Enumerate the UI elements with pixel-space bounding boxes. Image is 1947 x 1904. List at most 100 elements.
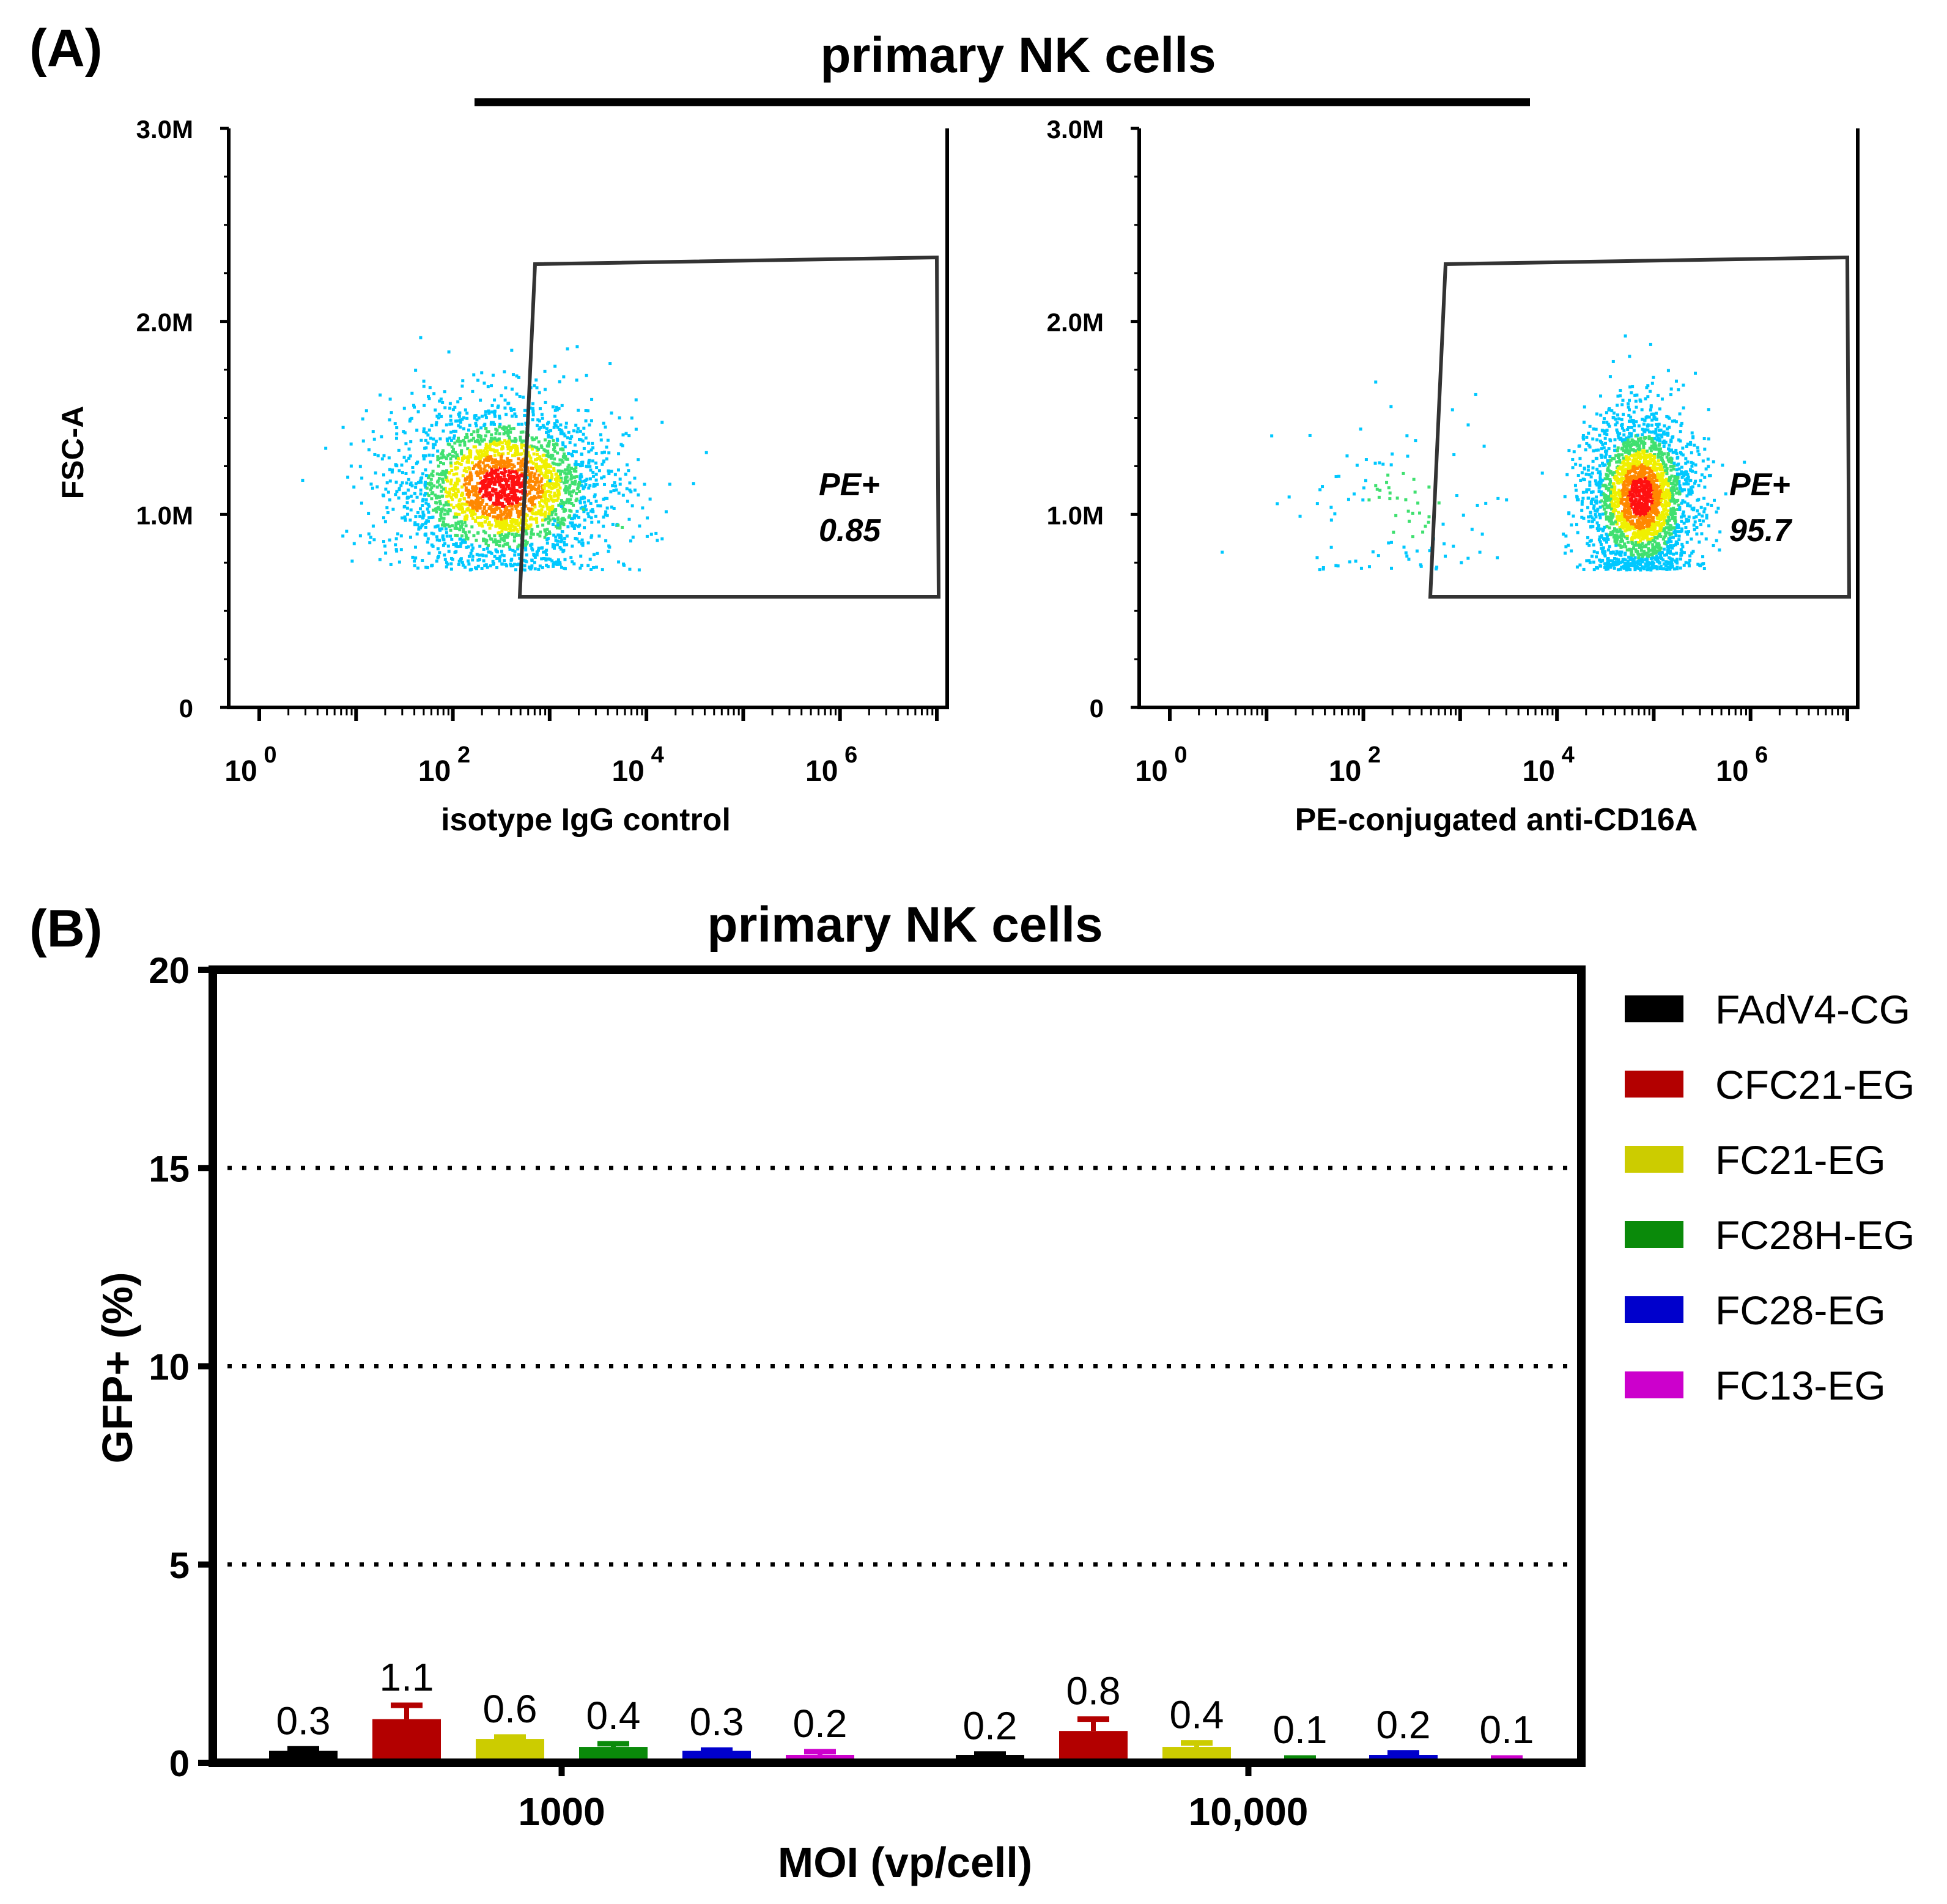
event-dot xyxy=(1653,460,1657,464)
event-dot xyxy=(575,378,578,382)
event-dot xyxy=(1697,484,1701,487)
event-dot xyxy=(572,489,575,493)
event-dot xyxy=(582,487,585,490)
event-dot xyxy=(529,536,533,539)
event-dot xyxy=(1622,442,1625,446)
event-dot xyxy=(511,502,514,506)
event-dot xyxy=(487,550,490,554)
event-dot xyxy=(1617,472,1620,476)
event-dot xyxy=(599,504,602,507)
event-dot xyxy=(544,462,548,466)
event-dot xyxy=(1672,467,1675,471)
event-dot xyxy=(515,374,519,378)
event-dot xyxy=(493,534,497,537)
event-dot xyxy=(1682,383,1685,387)
event-dot xyxy=(397,496,401,500)
event-dot xyxy=(413,523,417,526)
event-dot xyxy=(495,556,499,560)
event-dot xyxy=(358,465,362,468)
event-dot xyxy=(515,496,519,500)
event-dot xyxy=(521,484,525,488)
event-dot xyxy=(541,518,545,522)
event-dot xyxy=(437,464,440,468)
event-dot xyxy=(1681,512,1685,516)
event-dot xyxy=(440,478,444,481)
event-dot xyxy=(1540,471,1544,475)
event-dot xyxy=(486,547,489,550)
event-dot xyxy=(1686,504,1690,507)
event-dot xyxy=(1687,530,1691,534)
event-dot xyxy=(1683,488,1687,492)
event-dot xyxy=(500,458,503,462)
event-dot xyxy=(476,506,479,509)
event-dot xyxy=(471,558,475,562)
event-dot xyxy=(1638,446,1641,449)
event-dot xyxy=(1624,438,1628,441)
event-dot xyxy=(602,525,605,528)
event-dot xyxy=(556,518,560,522)
event-dot xyxy=(535,452,539,456)
event-dot xyxy=(506,457,509,460)
event-dot xyxy=(1629,488,1633,492)
event-dot xyxy=(1690,431,1694,435)
event-dot xyxy=(437,416,440,419)
event-dot xyxy=(568,514,572,518)
event-dot xyxy=(582,432,585,436)
event-dot xyxy=(560,476,563,480)
event-dot xyxy=(374,471,377,475)
event-dot xyxy=(487,507,491,511)
event-dot xyxy=(445,503,448,506)
event-dot xyxy=(1658,443,1661,446)
event-dot xyxy=(1628,528,1632,531)
event-dot xyxy=(1567,544,1570,547)
event-dot xyxy=(481,452,484,456)
event-dot xyxy=(529,459,533,463)
event-dot xyxy=(1661,473,1665,477)
event-dot xyxy=(544,449,547,452)
event-dot xyxy=(1601,547,1605,550)
event-dot xyxy=(380,435,383,438)
event-dot xyxy=(427,482,430,485)
event-dot xyxy=(435,559,438,563)
event-dot xyxy=(1609,552,1613,555)
event-dot xyxy=(1672,552,1675,556)
event-dot xyxy=(484,476,488,480)
event-dot xyxy=(534,462,538,466)
event-dot xyxy=(421,559,424,563)
event-dot xyxy=(1620,446,1624,450)
event-dot xyxy=(511,496,514,500)
event-dot xyxy=(1298,514,1302,518)
event-dot xyxy=(1655,486,1659,490)
event-dot xyxy=(457,503,461,506)
event-dot xyxy=(1627,565,1630,569)
event-dot xyxy=(1647,471,1650,474)
event-dot xyxy=(1635,405,1638,409)
event-dot xyxy=(1660,485,1664,489)
event-dot xyxy=(1597,528,1600,532)
event-dot xyxy=(575,475,578,479)
event-dot xyxy=(457,412,460,416)
event-dot xyxy=(1611,530,1615,533)
event-dot xyxy=(1643,455,1647,459)
event-dot xyxy=(367,448,371,452)
event-dot xyxy=(1654,558,1658,561)
event-dot xyxy=(472,493,476,496)
event-dot xyxy=(497,477,500,481)
event-dot xyxy=(1378,461,1381,465)
event-dot xyxy=(457,479,461,482)
event-dot xyxy=(503,511,506,514)
event-dot xyxy=(546,451,550,455)
event-dot xyxy=(1609,566,1613,569)
event-dot xyxy=(1595,412,1598,416)
event-dot xyxy=(574,523,577,527)
event-dot xyxy=(349,464,353,468)
event-dot xyxy=(549,470,553,474)
event-dot xyxy=(1601,550,1605,553)
event-dot xyxy=(1603,538,1606,542)
event-dot xyxy=(1622,511,1626,514)
event-dot xyxy=(531,533,535,536)
event-dot xyxy=(1669,468,1673,472)
event-dot xyxy=(544,438,547,441)
event-dot xyxy=(1646,568,1649,572)
event-dot xyxy=(1652,498,1655,501)
